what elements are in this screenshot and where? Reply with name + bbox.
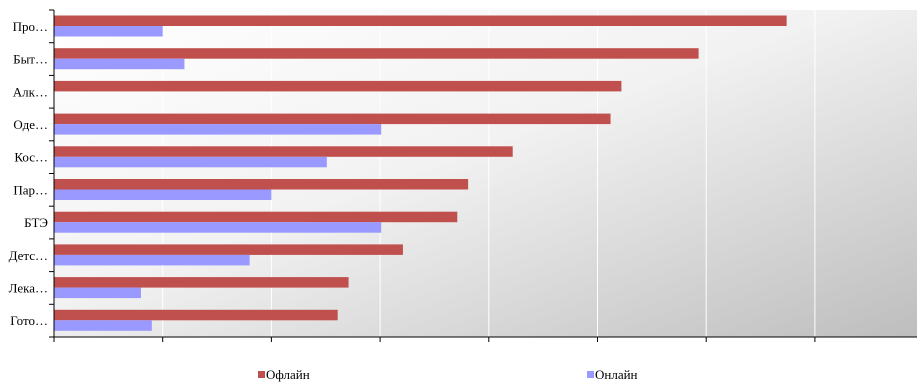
bar-offline-0 — [54, 15, 787, 26]
legend-label-online: Онлайн — [595, 367, 638, 382]
legend-swatch-offline — [258, 371, 265, 378]
bar-online-3 — [54, 124, 382, 135]
bar-offline-6 — [54, 211, 458, 223]
category-label-7: Детс… — [9, 248, 48, 263]
bar-offline-2 — [54, 80, 622, 92]
category-label-2: Алк… — [13, 84, 48, 99]
bar-online-5 — [54, 189, 272, 200]
category-label-9: Гото… — [10, 313, 48, 328]
legend-swatch-online — [587, 371, 594, 378]
category-label-3: Оде… — [13, 117, 48, 132]
category-label-0: Про… — [13, 19, 48, 34]
category-label-5: Пар… — [13, 182, 48, 197]
bar-offline-3 — [54, 113, 611, 125]
axes — [49, 9, 917, 342]
category-label-4: Кос… — [14, 150, 48, 165]
bar-online-9 — [54, 320, 152, 331]
bar-online-4 — [54, 156, 327, 168]
category-label-6: БТЭ — [24, 215, 48, 230]
bar-online-8 — [54, 287, 141, 299]
bar-offline-4 — [54, 146, 513, 157]
bar-online-6 — [54, 222, 382, 233]
bar-offline-5 — [54, 179, 469, 190]
bars — [54, 15, 787, 331]
bar-offline-1 — [54, 48, 699, 59]
category-labels: Про… Быт… Алк… Оде… Кос… Пар… БТЭ Детс… Лека… Гот… — [9, 19, 49, 328]
bar-offline-9 — [54, 309, 338, 321]
bar-offline-8 — [54, 277, 349, 288]
legend-label-offline: Офлайн — [266, 367, 310, 382]
bar-offline-7 — [54, 244, 403, 255]
category-label-1: Быт… — [13, 52, 48, 67]
category-label-8: Лека… — [9, 280, 48, 295]
legend: Офлайн Онлайн — [258, 367, 638, 382]
bar-online-1 — [54, 58, 185, 70]
bar-online-0 — [54, 26, 163, 37]
bar-online-7 — [54, 254, 250, 266]
